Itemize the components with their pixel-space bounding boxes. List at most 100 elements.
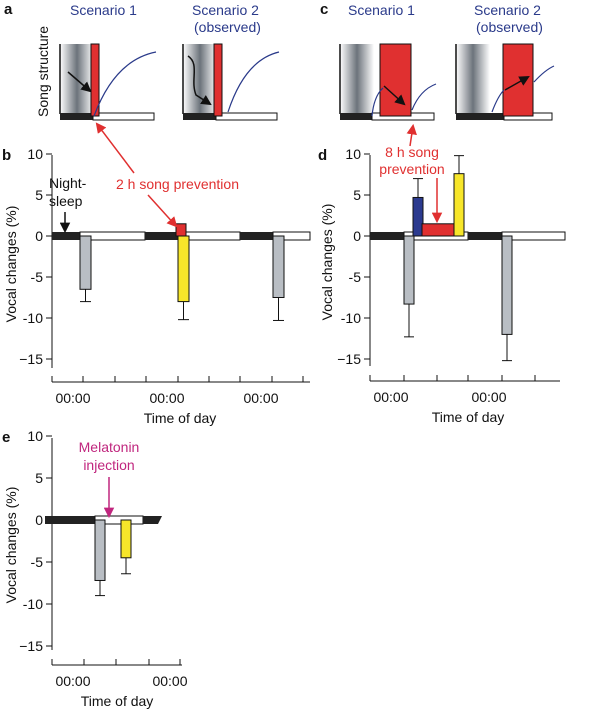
chart-d-bar-evening-yellow [453,173,465,237]
panel-d-label: d [318,147,327,164]
chart-d-xtick-label-1: 00:00 [471,389,506,405]
chart-e-xlabel: Time of day [81,693,154,709]
b-night-1 [52,232,80,240]
d-night-2 [468,232,502,240]
chart-d-bars [403,155,513,362]
prevention-block-a1 [90,43,100,117]
chart-e-xtick-label-1: 00:00 [152,673,187,689]
chart-e-ytick-label-5: −15 [19,638,43,654]
chart-d-xlabel: Time of day [432,409,505,425]
chart-b-bar-day3-dawn [272,235,285,298]
chart-e-ytick-label-1: 5 [35,470,43,486]
chart-b-y-ticks: 10 5 0 -5 -10 −15 [19,146,52,367]
chart-b-ylabel: Vocal changes (%) [3,206,19,323]
panel-a-scenario2-title: Scenario 2 [192,2,259,18]
song-curve-a2 [227,51,280,113]
chart-b-ytick-label-0: 10 [27,146,43,162]
panel-c-scenario1-title: Scenario 1 [348,2,415,18]
panel-a-label: a [4,1,13,18]
chart-b-xlabel: Time of day [144,410,217,426]
chart-d-y-ticks: 10 5 0 -5 -10 −15 [337,146,370,367]
b-prevention-label: 2 h song prevention [116,176,239,192]
day-bar-a2 [215,112,278,121]
d-prevention-arrow-c1 [406,123,417,147]
chart-e-bar-melatonin-yellow [120,519,132,559]
chart-e-x-ticks: 00:00 00:00 [51,659,188,689]
chart-d-ytick-label-4: -10 [341,310,361,326]
chart-e-bar-control-gray [94,519,106,581]
panel-c-label: c [320,1,328,18]
chart-b-bar-day1-dawn [79,235,92,290]
panel-a-scenario1-title: Scenario 1 [70,2,137,18]
chart-b-ytick-label-1: 5 [35,187,43,203]
d-night-1 [370,232,404,240]
panel-e-label: e [2,429,10,446]
arrow-a2 [187,55,212,106]
e-night-1 [45,516,95,524]
arrow-c1 [383,85,406,106]
prevention-block-c1 [379,43,412,117]
chart-e-ylabel: Vocal changes (%) [3,487,19,604]
song-curve-c1b [411,83,437,111]
b-night-sleep-line1: Night- [49,175,87,191]
chart-d-ytick-label-3: -5 [349,269,362,285]
chart-e-bars [94,519,132,597]
day-bar-a1 [92,112,155,121]
prevention-block-c2 [502,43,534,117]
d-prevention-line2: prevention [379,161,444,177]
chart-d-ytick-label-2: 0 [353,228,361,244]
chart-d-bar-morning-gray [403,235,415,305]
chart-b-ytick-label-2: 0 [35,228,43,244]
song-curve-c2a [491,89,505,113]
panel-b-label: b [2,147,11,164]
panel-a: a Scenario 1 Scenario 2 (observed) Song … [4,1,280,121]
chart-d-ytick-label-0: 10 [345,146,361,162]
night-bar-c2 [456,113,504,120]
b-night-sleep-line2: sleep [49,193,83,209]
chart-e-ytick-label-4: -10 [23,596,43,612]
chart-e-xtick-label-0: 00:00 [55,673,90,689]
panel-a-scenario2-sub: (observed) [194,19,261,35]
night-bar-a1 [60,113,93,120]
sleep-shade-c1 [340,44,374,114]
b-night-2 [145,232,178,240]
sleep-shade-a2 [183,44,217,114]
night-bar-c1 [340,113,372,120]
chart-d-x-ticks: 00:00 00:00 [369,375,536,405]
chart-b-bars [79,223,285,321]
chart-d-bar-morning-blue [412,196,424,237]
panel-a-ylabel: Song structure [35,26,51,117]
panel-c-scenario2-sub: (observed) [476,19,543,35]
e-night-2 [143,516,162,524]
b-prevention-arrow-a1 [95,122,135,174]
chart-b-ytick-label-3: -5 [31,269,44,285]
chart-e-ytick-label-3: -5 [31,554,44,570]
chart-e-y-ticks: 10 5 0 -5 -10 −15 [19,428,52,654]
chart-b: b Vocal changes (%) 10 5 0 -5 -10 −15 00:00 00… [2,122,311,426]
chart-b-xtick-label-0: 00:00 [55,390,90,406]
chart-d-ylabel: Vocal changes (%) [319,204,335,321]
chart-b-bar-day2-dawn [177,235,190,303]
song-curve-c1a [371,87,384,117]
e-injection-line2: injection [83,457,134,473]
chart-d-xtick-label-0: 00:00 [373,389,408,405]
e-injection-line1: Melatonin [79,439,140,455]
panel-c-scenario2-title: Scenario 2 [474,2,541,18]
arrow-a1 [67,71,92,93]
b-night-3 [240,232,273,240]
panel-c: c Scenario 1 Scenario 2 (observed) [320,1,555,121]
arrow-c2 [504,75,530,91]
chart-b-xtick-label-1: 00:00 [149,390,184,406]
chart-e-ytick-label-2: 0 [35,512,43,528]
b-prevention-arrow-block [147,194,178,228]
chart-b-x-ticks: 00:00 00:00 00:00 [51,376,304,406]
chart-b-ytick-label-5: −15 [19,351,43,367]
chart-b-ytick-label-4: -10 [23,310,43,326]
song-curve-c2b [533,65,555,83]
prevention-block-a2 [213,43,223,117]
night-bar-a2 [183,113,216,120]
d-prevention-line1: 8 h song [385,144,439,160]
chart-d-ytick-label-1: 5 [353,187,361,203]
